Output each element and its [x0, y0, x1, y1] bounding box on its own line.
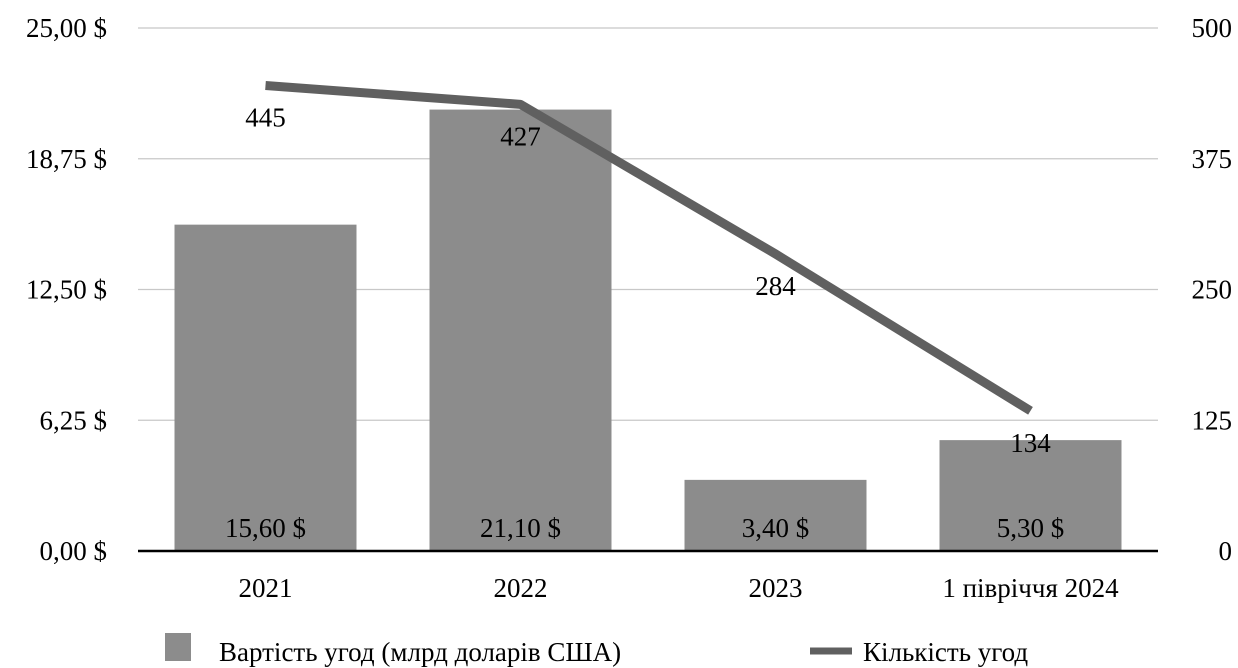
x-tick-label: 2023	[749, 573, 803, 603]
line-series	[265, 81, 1033, 415]
bar-2021	[174, 224, 357, 551]
legend-label-bar: Вартість угод (млрд доларів США)	[219, 637, 621, 667]
y-left-tick-label: 0,00 $	[40, 536, 108, 566]
y-right-tick-label: 500	[1192, 13, 1233, 43]
y-left-tick-label: 25,00 $	[26, 13, 107, 43]
legend-label-line: Кількість угод	[863, 637, 1028, 667]
bar-value-label: 5,30 $	[997, 513, 1065, 543]
y-left-tick-label: 6,25 $	[40, 405, 108, 435]
legend-swatch-bar	[165, 633, 191, 661]
line-value-label: 134	[1010, 428, 1051, 458]
y-right-tick-label: 125	[1192, 405, 1233, 435]
x-tick-label: 2021	[239, 573, 293, 603]
line-value-label: 445	[245, 103, 286, 133]
y-right-tick-label: 0	[1219, 536, 1233, 566]
bar-value-label: 3,40 $	[742, 513, 810, 543]
bar-1-півріччя-2024	[939, 440, 1122, 551]
legend: Вартість угод (млрд доларів США) Кількіст…	[165, 633, 1028, 667]
y-left-tick-label: 12,50 $	[26, 275, 107, 305]
bar-2023	[684, 479, 867, 551]
data-labels: 15,60 $ 21,10 $ 3,40 $ 5,30 $ 445 427 284 134	[225, 103, 1064, 543]
line-value-label: 284	[755, 271, 796, 301]
x-tick-label: 2022	[494, 573, 548, 603]
axes: 0,00 $ 6,25 $ 12,50 $ 18,75 $ 25,00 $ 0 125 250…	[26, 13, 1232, 603]
line-value-label: 427	[500, 121, 541, 151]
y-left-tick-label: 18,75 $	[26, 144, 107, 174]
bar-value-label: 21,10 $	[480, 513, 561, 543]
y-right-tick-label: 250	[1192, 275, 1233, 305]
line-count-of-deals	[265, 81, 1033, 415]
x-tick-label: 1 півріччя 2024	[942, 573, 1119, 603]
bar-series	[174, 109, 1122, 551]
bar-value-label: 15,60 $	[225, 513, 306, 543]
y-right-tick-label: 375	[1192, 144, 1233, 174]
bar-2022	[429, 109, 612, 551]
